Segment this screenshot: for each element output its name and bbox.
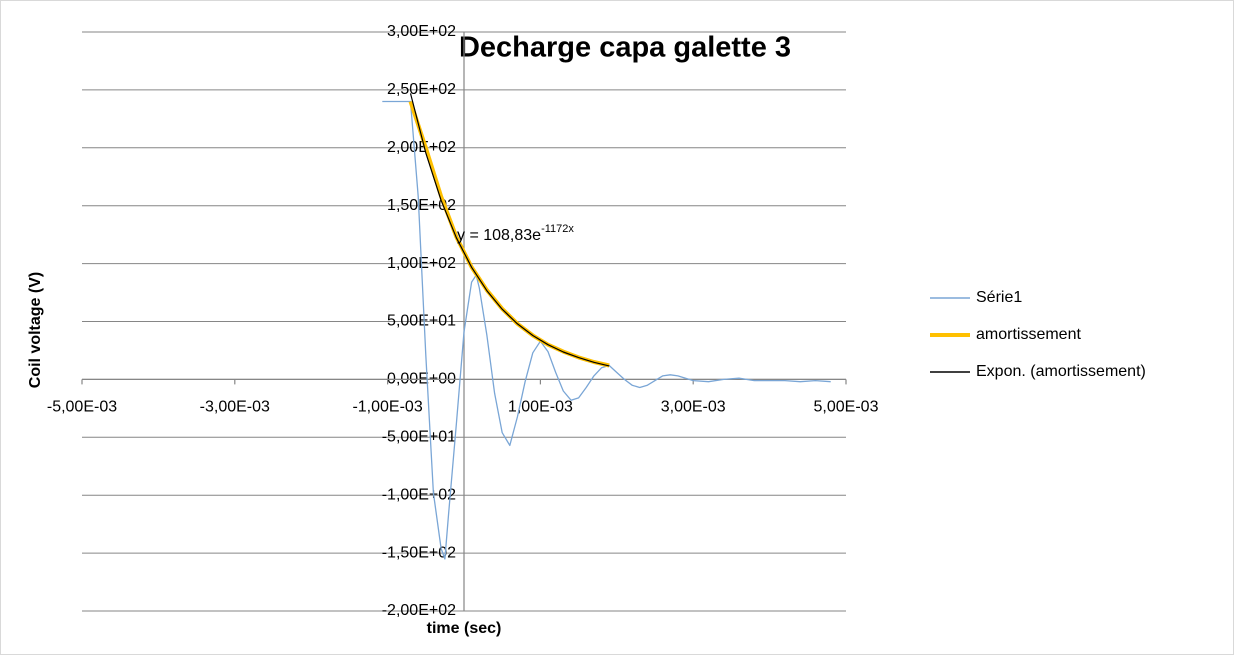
series-line	[409, 93, 610, 367]
chart-title: Decharge capa galette 3	[459, 32, 791, 64]
x-axis-label: time (sec)	[427, 620, 502, 637]
series-line	[382, 100, 831, 560]
x-tick-label: 1,00E-03	[508, 399, 573, 416]
y-tick-label: 2,00E+02	[387, 139, 456, 156]
equation-exponent: -1172x	[541, 223, 574, 235]
y-tick-label: -5,00E+01	[382, 429, 456, 446]
x-tick-label: -1,00E-03	[352, 399, 422, 416]
y-tick-label: 5,00E+01	[387, 313, 456, 330]
x-tick-label: 5,00E-03	[814, 399, 879, 416]
x-tick-label: -3,00E-03	[200, 399, 270, 416]
y-tick-label: 1,50E+02	[387, 197, 456, 214]
x-tick-label: 3,00E-03	[661, 399, 726, 416]
y-tick-label: -1,50E+02	[382, 544, 456, 561]
legend-label: Expon. (amortissement)	[976, 363, 1146, 380]
x-tick-label: -5,00E-03	[47, 399, 117, 416]
legend-label: amortissement	[976, 326, 1081, 343]
y-tick-label: -1,00E+02	[382, 486, 456, 503]
y-axis-label: Coil voltage (V)	[27, 272, 44, 388]
trendline-equation: y = 108,83e-1172x	[457, 223, 574, 244]
y-tick-label: -2,00E+02	[382, 602, 456, 619]
equation-base: y = 108,83e	[457, 227, 541, 244]
y-tick-label: 2,50E+02	[387, 81, 456, 98]
y-tick-label: 3,00E+02	[387, 23, 456, 40]
legend-label: Série1	[976, 289, 1022, 306]
